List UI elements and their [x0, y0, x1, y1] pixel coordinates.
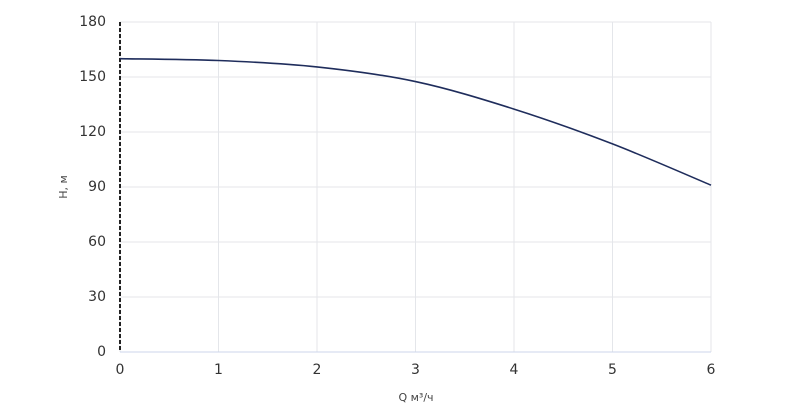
x-tick-label: 0	[116, 362, 125, 378]
y-tick-label: 120	[79, 124, 106, 140]
x-tick-label: 2	[313, 362, 322, 378]
x-tick-label: 6	[707, 362, 716, 378]
x-tick-label: 1	[214, 362, 223, 378]
x-tick-label: 4	[510, 362, 519, 378]
y-tick-label: 90	[88, 179, 106, 195]
y-axis-title: H, м	[57, 175, 70, 199]
y-tick-label: 30	[88, 289, 106, 305]
y-tick-label: 0	[97, 344, 106, 360]
curve	[119, 57, 712, 186]
y-tick-label: 150	[79, 69, 106, 85]
y-tick-label: 60	[88, 234, 106, 250]
x-tick-label: 5	[608, 362, 617, 378]
y-tick-label: 180	[79, 14, 106, 30]
x-axis-title: Q м³/ч	[398, 391, 433, 404]
x-tick-label: 3	[411, 362, 420, 378]
